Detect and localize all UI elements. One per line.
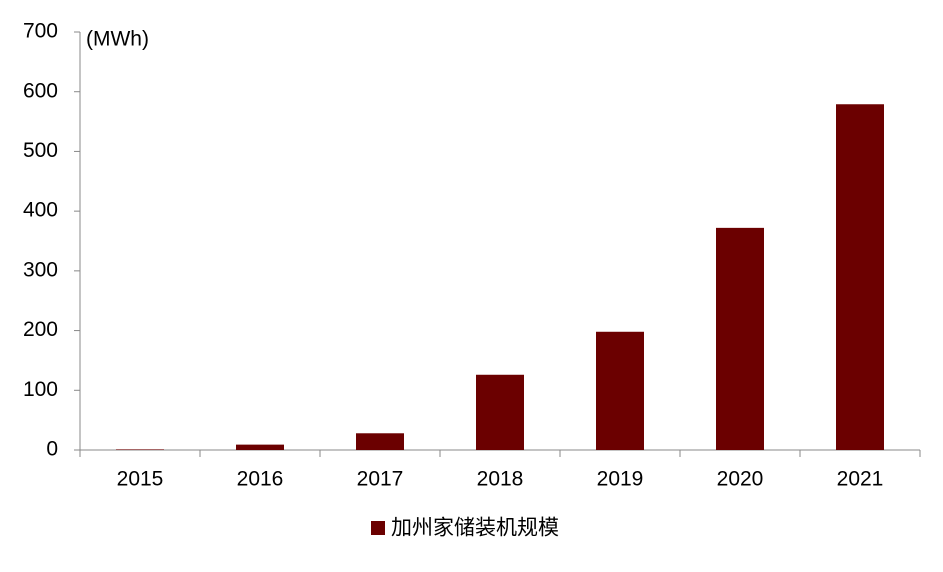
bar xyxy=(356,433,404,450)
y-tick-label: 200 xyxy=(23,318,58,341)
y-tick-label: 300 xyxy=(23,258,58,281)
y-tick-label: 100 xyxy=(23,378,58,401)
y-tick-label: 700 xyxy=(23,20,58,43)
legend-swatch xyxy=(371,521,385,535)
bar xyxy=(836,104,884,451)
bar xyxy=(596,331,644,450)
x-tick-label: 2018 xyxy=(477,468,524,491)
legend-label: 加州家储装机规模 xyxy=(391,517,559,540)
x-tick-label: 2015 xyxy=(117,468,164,491)
bar xyxy=(476,374,524,450)
bar xyxy=(236,444,284,450)
bar xyxy=(716,227,764,450)
y-axis-unit: (MWh) xyxy=(86,28,149,51)
y-tick-label: 400 xyxy=(23,199,58,222)
y-tick-label: 0 xyxy=(46,438,58,461)
x-tick-label: 2020 xyxy=(717,468,764,491)
y-tick-label: 600 xyxy=(23,79,58,102)
x-tick-label: 2019 xyxy=(597,468,644,491)
x-tick-label: 2017 xyxy=(357,468,404,491)
x-tick-label: 2021 xyxy=(837,468,884,491)
bar xyxy=(116,449,164,450)
x-tick-label: 2016 xyxy=(237,468,284,491)
y-tick-label: 500 xyxy=(23,139,58,162)
